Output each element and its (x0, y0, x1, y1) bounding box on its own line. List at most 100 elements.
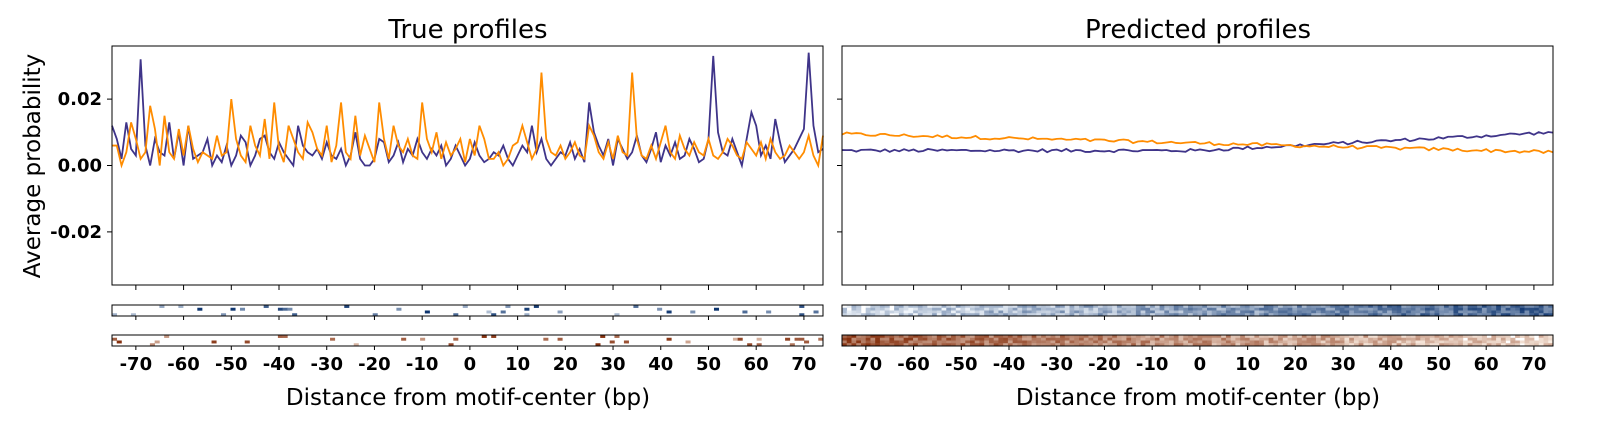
heatmap-cell (1462, 343, 1468, 347)
heatmap-cell (1439, 340, 1445, 344)
heatmap-cell (263, 305, 269, 308)
heatmap-cell (756, 337, 762, 341)
heatmap-cell (1548, 335, 1554, 338)
heatmap-cell (1344, 343, 1350, 347)
heatmap-cell (1368, 307, 1374, 311)
heatmap-cell (984, 335, 990, 338)
heatmap-cell (865, 307, 871, 311)
heatmap-cell (988, 335, 994, 338)
heatmap-cell (1012, 335, 1018, 338)
heatmap-cell (1088, 310, 1094, 314)
heatmap-cell (1093, 310, 1099, 314)
heatmap-cell (1230, 310, 1236, 314)
heatmap-cell (1041, 343, 1047, 347)
heatmap-cell (1007, 305, 1013, 308)
heatmap-cell (1216, 337, 1222, 341)
heatmap-cell (1406, 305, 1412, 308)
heatmap-cell (1173, 305, 1179, 308)
heatmap-cell (239, 307, 246, 311)
heatmap-cell (903, 305, 909, 308)
heatmap-cell (1491, 310, 1497, 314)
heatmap-cell (1349, 307, 1355, 311)
heatmap-cell (1244, 340, 1250, 344)
heatmap-cell (1221, 337, 1227, 341)
heatmap-cell (1486, 340, 1492, 344)
heatmap-cell (1477, 337, 1483, 341)
heatmap-cell (1107, 313, 1113, 317)
heatmap-cell (965, 335, 971, 338)
heatmap-cell (244, 340, 250, 344)
heatmap-cell (1434, 313, 1440, 317)
heatmap-cell (1202, 305, 1208, 308)
heatmap-cell (1164, 313, 1170, 317)
heatmap-cell (1500, 307, 1506, 311)
heatmap-cell (1543, 307, 1549, 311)
heatmap-cell (1225, 335, 1231, 338)
heatmap-cell (1197, 310, 1203, 314)
heatmap-cell (1079, 343, 1085, 347)
heatmap-cell (946, 313, 952, 317)
x-tick-label: 50 (696, 354, 721, 375)
heatmap-cell (927, 310, 933, 314)
heatmap-cell (1382, 313, 1388, 317)
heatmap-cell (1121, 340, 1127, 344)
heatmap-cell (1420, 305, 1426, 308)
heatmap-cell (884, 305, 890, 308)
heatmap-cell (1211, 307, 1217, 311)
heatmap-cell (1515, 313, 1521, 317)
heatmap-cell (1116, 310, 1122, 314)
heatmap-cell (1443, 343, 1450, 347)
heatmap-cell (1462, 307, 1468, 311)
heatmap-cell (1306, 343, 1312, 347)
predicted-orange-heatmap (841, 334, 1554, 350)
heatmap-cell (799, 313, 805, 317)
heatmap-cell (1519, 313, 1525, 317)
heatmap-cell (1012, 307, 1018, 311)
heatmap-cell (1192, 313, 1198, 317)
heatmap-cell (1102, 307, 1108, 311)
heatmap-cell (1306, 305, 1312, 308)
x-tick-label: 10 (1235, 354, 1260, 375)
heatmap-cell (1074, 343, 1080, 347)
heatmap-cell (898, 313, 904, 317)
heatmap-cell (600, 335, 606, 338)
heatmap-cell (1192, 335, 1198, 338)
heatmap-cell (372, 313, 378, 317)
heatmap-cell (936, 310, 942, 314)
heatmap-cell (543, 337, 549, 341)
heatmap-cell (922, 307, 928, 311)
heatmap-cell (1031, 337, 1037, 341)
heatmap-cell (984, 307, 990, 311)
heatmap-cell (1486, 343, 1492, 347)
heatmap-cell (1382, 310, 1388, 314)
heatmap-cell (1211, 313, 1217, 317)
heatmap-cell (230, 307, 236, 311)
heatmap-cell (1282, 310, 1288, 314)
heatmap-cell (1472, 307, 1478, 311)
heatmap-cell (623, 340, 629, 344)
heatmap-cell (1458, 310, 1464, 314)
heatmap-cell (666, 310, 672, 314)
heatmap-cell (1453, 335, 1459, 338)
heatmap-cell (1031, 340, 1037, 344)
heatmap-cell (1372, 335, 1378, 338)
x-tick-label: -60 (167, 354, 200, 375)
heatmap-cell (1074, 337, 1080, 341)
heatmap-cell (1197, 337, 1203, 341)
heatmap-cell (1472, 305, 1478, 308)
heatmap-cell (993, 343, 999, 347)
heatmap-cell (1240, 305, 1246, 308)
heatmap-cell (1320, 307, 1326, 311)
heatmap-cell (1462, 335, 1468, 338)
heatmap-cell (875, 313, 881, 317)
heatmap-cell (913, 307, 919, 311)
heatmap-cell (1282, 307, 1288, 311)
heatmap-frame (111, 334, 824, 347)
heatmap-cell (1022, 343, 1028, 347)
heatmap-cell (1050, 337, 1056, 341)
heatmap-cell (1297, 305, 1303, 308)
heatmap-cell (1538, 305, 1544, 308)
heatmap-cell (1481, 343, 1487, 347)
heatmap-cell (1387, 310, 1393, 314)
heatmap-cell (1140, 305, 1146, 308)
